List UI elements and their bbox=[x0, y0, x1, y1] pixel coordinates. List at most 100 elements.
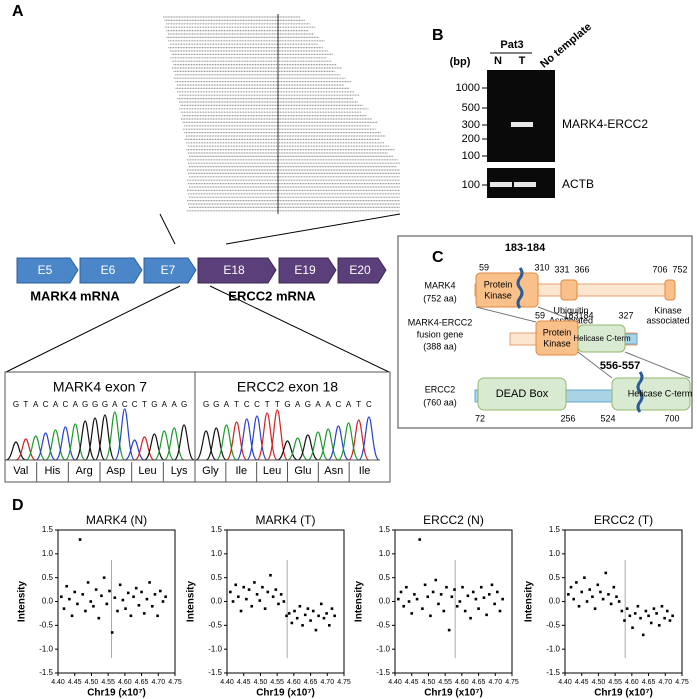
point bbox=[671, 614, 674, 618]
point bbox=[255, 593, 259, 596]
trace-peak bbox=[25, 435, 46, 461]
point bbox=[577, 604, 581, 608]
amino-acid: Asn bbox=[324, 465, 343, 477]
trace-peak bbox=[64, 423, 86, 461]
plot-frame bbox=[564, 529, 683, 674]
base-call: T bbox=[23, 400, 28, 409]
exon-arrow bbox=[337, 257, 387, 284]
chromatogram-title: MARK4 exon 7 bbox=[53, 379, 147, 395]
point bbox=[437, 602, 440, 606]
x-tick-label: 4.50 bbox=[254, 679, 268, 686]
point bbox=[615, 595, 618, 599]
point bbox=[142, 612, 146, 615]
point bbox=[607, 593, 610, 596]
lane-label: N bbox=[494, 55, 502, 67]
base-call: A bbox=[315, 400, 321, 409]
point bbox=[596, 583, 600, 587]
amino-acid: Lys bbox=[171, 465, 188, 477]
base-call: A bbox=[346, 400, 352, 409]
point bbox=[617, 600, 621, 603]
point bbox=[442, 609, 446, 613]
base-call: G bbox=[203, 400, 209, 409]
point bbox=[156, 614, 159, 618]
point bbox=[639, 616, 642, 620]
base-call: G bbox=[82, 400, 88, 409]
point bbox=[68, 597, 71, 601]
point bbox=[113, 596, 117, 599]
point bbox=[126, 591, 130, 595]
point bbox=[641, 633, 645, 637]
protein-name: fusion gene bbox=[417, 329, 464, 339]
position-label: 556-557 bbox=[600, 360, 640, 372]
x-tick-label: 4.40 bbox=[220, 679, 234, 686]
base-call: C bbox=[335, 400, 341, 409]
base-call: C bbox=[366, 400, 372, 409]
point bbox=[474, 597, 478, 601]
position-label: 700 bbox=[664, 413, 679, 423]
trace-peak bbox=[287, 437, 309, 461]
x-tick-label: 4.50 bbox=[592, 679, 606, 686]
y-tick-label: 0.5 bbox=[549, 573, 561, 582]
x-tick-label: 4.45 bbox=[575, 679, 589, 686]
point bbox=[450, 595, 454, 599]
y-tick-label: 1.0 bbox=[211, 549, 223, 558]
domain-label: Helicase C-term bbox=[628, 388, 693, 398]
trace-peak bbox=[173, 424, 195, 461]
point bbox=[84, 609, 87, 613]
trace-peak bbox=[74, 420, 96, 461]
plot-frame bbox=[394, 529, 513, 674]
mrna-label: MARK4 mRNA bbox=[30, 288, 120, 303]
point bbox=[655, 612, 658, 615]
y-tick-label: 0.0 bbox=[549, 597, 561, 606]
x-tick-label: 4.40 bbox=[558, 679, 572, 686]
y-tick-label: 0.5 bbox=[42, 573, 54, 582]
point bbox=[487, 593, 491, 596]
domain bbox=[577, 324, 626, 353]
x-tick-label: 4.45 bbox=[237, 679, 251, 686]
x-tick-label: 4.45 bbox=[405, 679, 419, 686]
x-tick-label: 4.55 bbox=[438, 679, 452, 686]
point bbox=[415, 597, 419, 601]
point bbox=[145, 597, 149, 601]
domain bbox=[477, 377, 567, 411]
trace-peak bbox=[215, 424, 237, 461]
point bbox=[663, 616, 666, 620]
point bbox=[317, 614, 320, 618]
y-tick-label: 1.0 bbox=[42, 549, 54, 558]
position-label: 310 bbox=[534, 262, 549, 272]
point bbox=[303, 613, 307, 617]
point bbox=[97, 616, 101, 620]
position-label: 331 bbox=[554, 264, 569, 274]
breakpoint bbox=[516, 267, 524, 309]
base-call: A bbox=[53, 400, 59, 409]
point bbox=[274, 588, 278, 591]
x-tick-label: 4.40 bbox=[388, 679, 402, 686]
base-call: C bbox=[244, 400, 250, 409]
gel bbox=[487, 70, 555, 162]
marker-label: 100 bbox=[462, 150, 480, 162]
point bbox=[604, 571, 608, 575]
point bbox=[100, 594, 103, 598]
trace-peak bbox=[266, 409, 289, 461]
point bbox=[333, 614, 336, 618]
amino-acid: Ile bbox=[359, 465, 371, 477]
domain bbox=[664, 279, 676, 301]
product-label: MARK4-ERCC2 bbox=[562, 117, 648, 131]
exon-arrow bbox=[278, 257, 337, 284]
position-label: 366 bbox=[574, 264, 589, 274]
x-axis-label: Chr19 (x10⁷) bbox=[424, 688, 483, 699]
point bbox=[271, 595, 275, 599]
x-tick-label: 4.70 bbox=[151, 679, 165, 686]
base-call: G bbox=[213, 400, 219, 409]
point bbox=[471, 590, 475, 594]
point bbox=[290, 621, 294, 625]
base-call: T bbox=[234, 400, 239, 409]
y-tick-label: 0.0 bbox=[211, 597, 223, 606]
base-call: G bbox=[305, 400, 311, 409]
chart-title: ERCC2 (N) bbox=[423, 513, 484, 527]
point bbox=[397, 597, 400, 601]
point bbox=[245, 597, 248, 601]
point bbox=[285, 614, 288, 618]
trace-peak bbox=[45, 429, 66, 461]
point bbox=[423, 583, 427, 587]
